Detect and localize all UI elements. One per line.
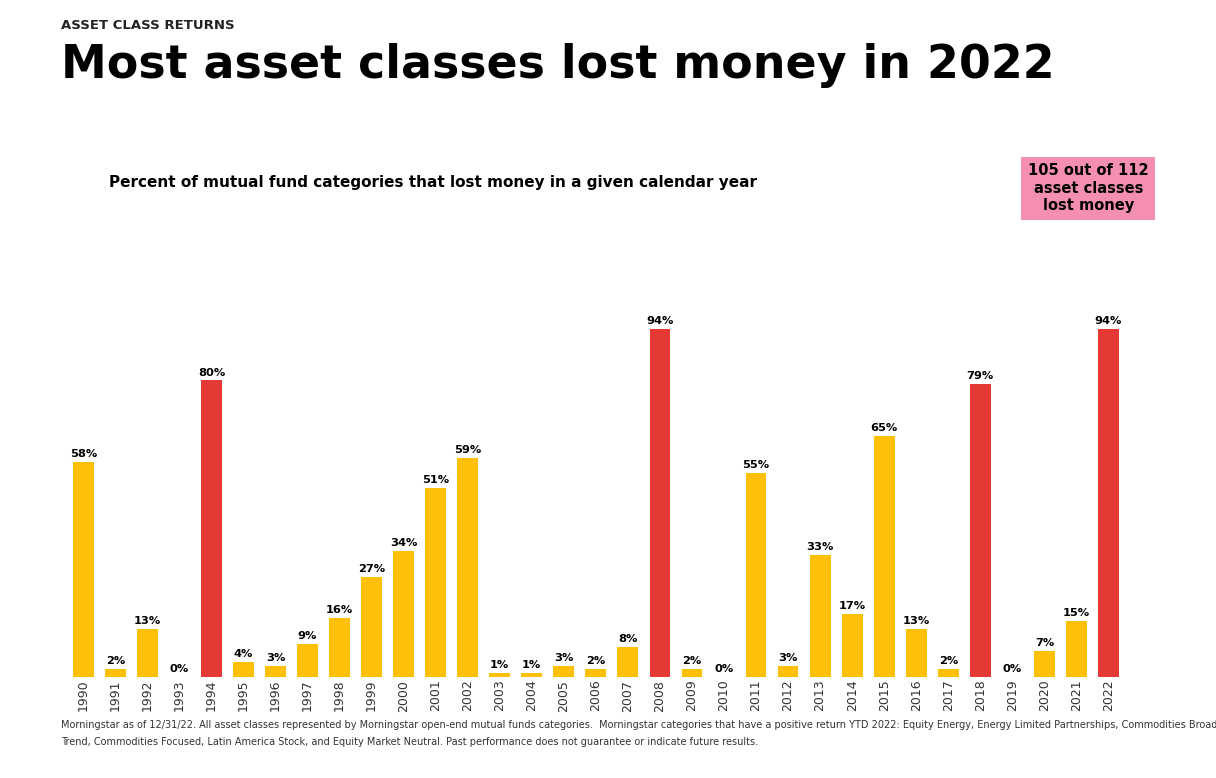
Text: 34%: 34% xyxy=(390,538,417,548)
Bar xyxy=(1066,622,1087,677)
Text: 4%: 4% xyxy=(233,649,253,659)
Text: 13%: 13% xyxy=(134,615,161,626)
Bar xyxy=(649,328,670,677)
Text: 94%: 94% xyxy=(1094,316,1122,326)
Text: 51%: 51% xyxy=(422,475,449,485)
Text: 0%: 0% xyxy=(170,664,188,674)
Text: 94%: 94% xyxy=(646,316,674,326)
Text: 33%: 33% xyxy=(806,541,834,552)
Bar xyxy=(73,462,94,677)
Bar xyxy=(778,666,799,677)
Text: 80%: 80% xyxy=(198,367,225,377)
Bar xyxy=(330,618,350,677)
Bar xyxy=(1098,328,1119,677)
Text: 17%: 17% xyxy=(839,601,866,611)
Text: 65%: 65% xyxy=(871,423,897,433)
Text: 59%: 59% xyxy=(454,445,482,455)
Bar xyxy=(906,629,927,677)
Text: 2%: 2% xyxy=(586,657,606,667)
Text: 2%: 2% xyxy=(682,657,702,667)
Text: 0%: 0% xyxy=(1003,664,1021,674)
Bar xyxy=(970,384,991,677)
Text: ASSET CLASS RETURNS: ASSET CLASS RETURNS xyxy=(61,19,235,33)
Text: 0%: 0% xyxy=(714,664,733,674)
Bar xyxy=(233,662,254,677)
Bar xyxy=(489,673,511,677)
Text: 2%: 2% xyxy=(939,657,958,667)
Text: 79%: 79% xyxy=(967,371,993,381)
Bar xyxy=(361,576,382,677)
Text: 16%: 16% xyxy=(326,605,353,615)
Bar xyxy=(297,643,317,677)
Bar xyxy=(265,666,286,677)
Bar xyxy=(457,458,478,677)
Text: 2%: 2% xyxy=(106,657,125,667)
Text: 7%: 7% xyxy=(1035,638,1054,648)
Bar xyxy=(426,488,446,677)
Text: 55%: 55% xyxy=(743,460,770,470)
Text: 1%: 1% xyxy=(490,661,510,670)
Bar xyxy=(105,669,125,677)
Text: 13%: 13% xyxy=(902,615,930,626)
Bar xyxy=(810,555,831,677)
Bar xyxy=(553,666,574,677)
Text: 9%: 9% xyxy=(298,630,317,640)
Text: Percent of mutual fund categories that lost money in a given calendar year: Percent of mutual fund categories that l… xyxy=(109,175,758,190)
Bar xyxy=(618,647,638,677)
Text: 3%: 3% xyxy=(554,653,574,663)
Text: 105 out of 112
asset classes
lost money: 105 out of 112 asset classes lost money xyxy=(1028,163,1149,213)
Bar xyxy=(522,673,542,677)
Bar xyxy=(137,629,158,677)
Text: Morningstar as of 12/31/22. All asset classes represented by Morningstar open-en: Morningstar as of 12/31/22. All asset cl… xyxy=(61,720,1216,730)
Bar xyxy=(745,473,766,677)
Bar xyxy=(1034,651,1054,677)
Text: 27%: 27% xyxy=(358,564,385,574)
Bar xyxy=(841,614,862,677)
Bar xyxy=(681,669,703,677)
Text: 3%: 3% xyxy=(266,653,285,663)
Text: 8%: 8% xyxy=(618,634,637,644)
Text: 1%: 1% xyxy=(522,661,541,670)
Bar xyxy=(938,669,958,677)
Bar xyxy=(874,436,895,677)
Bar xyxy=(393,551,413,677)
Text: Most asset classes lost money in 2022: Most asset classes lost money in 2022 xyxy=(61,43,1054,88)
Text: 3%: 3% xyxy=(778,653,798,663)
Text: Trend, Commodities Focused, Latin America Stock, and Equity Market Neutral. Past: Trend, Commodities Focused, Latin Americ… xyxy=(61,737,758,747)
Bar xyxy=(585,669,607,677)
Text: 15%: 15% xyxy=(1063,608,1090,619)
Text: 58%: 58% xyxy=(69,449,97,459)
Bar xyxy=(201,380,221,677)
